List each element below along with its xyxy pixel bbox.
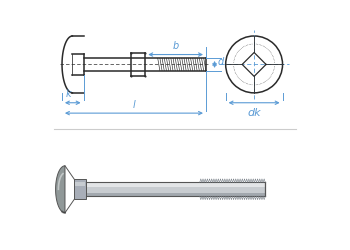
Text: k: k — [66, 89, 71, 99]
Polygon shape — [75, 182, 85, 186]
Polygon shape — [86, 182, 265, 196]
Text: l: l — [133, 100, 135, 110]
FancyBboxPatch shape — [75, 180, 86, 199]
Text: dk: dk — [247, 108, 261, 118]
Polygon shape — [86, 183, 265, 186]
Polygon shape — [56, 166, 65, 213]
Polygon shape — [86, 193, 265, 196]
Text: d: d — [217, 58, 224, 68]
Text: b: b — [173, 41, 179, 51]
